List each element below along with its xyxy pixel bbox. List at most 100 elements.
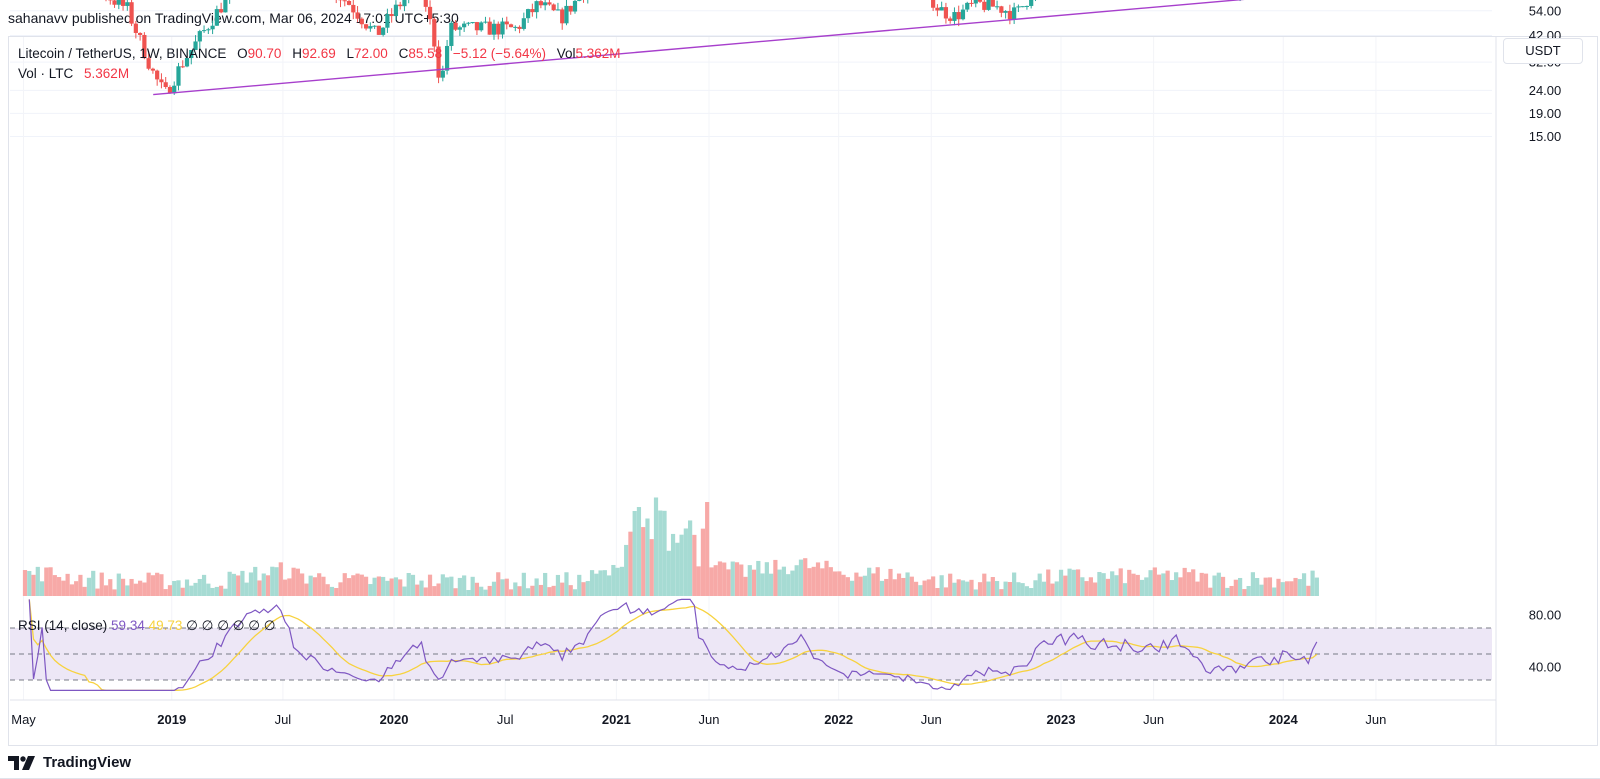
- volume-bar: [210, 587, 215, 596]
- volume-bar: [994, 581, 1000, 596]
- rsi-ma-line: [28, 599, 1318, 692]
- volume-bar: [1135, 574, 1140, 596]
- volume-bar: [1306, 585, 1311, 596]
- volume-bar: [888, 568, 893, 596]
- volume-bar: [854, 572, 859, 596]
- volume-bar: [543, 572, 548, 596]
- volume-bar: [589, 570, 595, 596]
- candle-body: [398, 4, 403, 7]
- volume-bar: [1293, 577, 1298, 596]
- volume-bar: [1131, 573, 1136, 596]
- volume-bar: [78, 574, 83, 596]
- volume-bar: [820, 568, 825, 596]
- volume-bar: [1246, 585, 1251, 596]
- volume-bar: [700, 528, 706, 596]
- candle-body: [513, 26, 518, 28]
- volume-bar: [1220, 576, 1226, 596]
- time-tick-label: Jun: [1365, 712, 1386, 727]
- candle-body: [948, 18, 953, 21]
- volume-bar: [1093, 582, 1098, 596]
- currency-button[interactable]: USDT: [1503, 38, 1583, 64]
- volume-bar: [1024, 586, 1030, 596]
- volume-bar: [1144, 577, 1149, 596]
- candle-body: [368, 26, 373, 29]
- volume-bar: [466, 589, 471, 596]
- volume-bar: [636, 507, 642, 596]
- volume-bar: [138, 580, 143, 596]
- candle-body: [466, 22, 471, 24]
- rsi-value: 59.34: [111, 618, 145, 633]
- candlesticks: [105, 0, 1241, 95]
- time-tick-label: Jul: [497, 712, 514, 727]
- candle-body: [159, 79, 164, 83]
- volume-bar: [935, 588, 940, 596]
- volume-bar: [1139, 579, 1145, 596]
- volume-bar: [338, 582, 343, 596]
- volume-bar: [560, 582, 565, 596]
- volume-bar: [457, 577, 462, 596]
- volume-bar: [312, 577, 318, 596]
- rsi-label[interactable]: RSI (14, close): [18, 618, 108, 633]
- volume-bar: [1255, 578, 1260, 596]
- candle-body: [172, 85, 177, 94]
- volume-bar: [1203, 573, 1209, 596]
- volume-bar: [513, 582, 518, 596]
- volume-bar: [713, 565, 718, 596]
- volume-bar: [794, 565, 799, 596]
- chart-area[interactable]: [8, 36, 1598, 746]
- volume-bar: [265, 575, 271, 596]
- volume-bar: [253, 566, 258, 596]
- volume-bar: [666, 550, 671, 596]
- volume-bar: [760, 573, 765, 596]
- candle-body: [1016, 6, 1021, 8]
- candle-body: [363, 24, 369, 29]
- volume-bar: [1301, 573, 1307, 596]
- volume-bar: [120, 578, 126, 596]
- volume-bar: [406, 572, 411, 596]
- volume-bar: [862, 575, 868, 596]
- candle-body: [994, 6, 1000, 8]
- volume-bar: [764, 562, 769, 596]
- volume-bar: [1101, 573, 1106, 596]
- volume-bar: [1165, 570, 1170, 596]
- low-label: L: [346, 46, 355, 61]
- volume-bar: [193, 582, 198, 596]
- candle-body: [1029, 0, 1034, 6]
- volume-bar: [905, 572, 910, 596]
- volume-bar: [815, 562, 821, 596]
- candle-body: [508, 24, 514, 28]
- candle-body: [167, 87, 173, 94]
- volume-bar: [649, 539, 654, 596]
- volume-bar: [1041, 581, 1047, 596]
- volume-bar: [261, 573, 266, 596]
- candle-body: [1012, 7, 1017, 20]
- volume-bar: [116, 573, 121, 596]
- candle-body: [1020, 6, 1025, 8]
- candle-body: [155, 70, 160, 80]
- candle-body: [564, 5, 569, 24]
- volume-bar: [270, 566, 275, 596]
- volume-bar: [828, 567, 833, 596]
- tradingview-brand[interactable]: TradingView: [8, 754, 131, 771]
- candle-body: [351, 4, 356, 13]
- volume-bar: [585, 581, 590, 596]
- volume-bar: [896, 573, 902, 596]
- candle-body: [479, 22, 484, 31]
- volume-bar: [705, 502, 710, 596]
- volume-bar: [1233, 579, 1238, 596]
- volume-bar: [769, 573, 774, 596]
- symbol-label[interactable]: Litecoin / TetherUS, 1W, BINANCE: [18, 46, 227, 61]
- volume-bar: [1199, 572, 1204, 596]
- volume-bar: [645, 518, 650, 596]
- volume-bar: [398, 579, 403, 596]
- time-tick-label: 2024: [1269, 712, 1299, 727]
- vol-indicator-label[interactable]: Vol · LTC: [18, 66, 74, 81]
- candle-body: [956, 12, 961, 20]
- candle-body: [184, 58, 190, 67]
- volume-bar: [504, 578, 509, 596]
- volume-bar: [692, 534, 697, 596]
- candle-body: [453, 22, 458, 30]
- volume-bar: [534, 578, 539, 596]
- brand-name: TradingView: [43, 754, 132, 771]
